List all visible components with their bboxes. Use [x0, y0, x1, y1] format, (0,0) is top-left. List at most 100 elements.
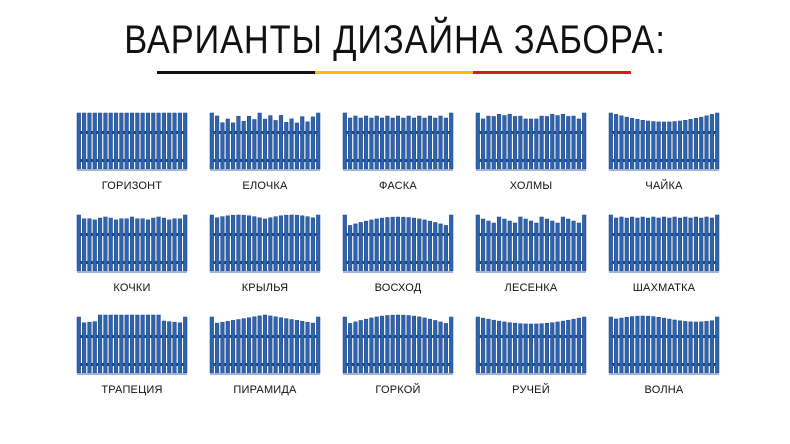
fence-icon	[475, 214, 587, 273]
fence-picket	[528, 220, 534, 272]
fence-picket	[704, 216, 709, 272]
fence-picket	[571, 115, 576, 170]
fence-picket	[518, 216, 523, 272]
fence-picket	[624, 217, 629, 272]
fence-picket	[379, 217, 385, 272]
fence-picket	[640, 315, 645, 374]
fence-picket	[289, 118, 294, 170]
fence-picket	[614, 114, 619, 170]
fence-picket	[433, 117, 438, 170]
fence-picket	[433, 222, 438, 272]
fence-picket	[491, 116, 496, 170]
fence-picket	[236, 115, 241, 170]
fence-picket	[640, 120, 645, 170]
fence-picket	[103, 314, 108, 374]
fence-picket	[576, 317, 581, 374]
fence-picket	[497, 216, 502, 272]
fence-picket	[544, 322, 550, 374]
fence-picket	[220, 216, 225, 272]
fence-picket	[693, 216, 698, 272]
fence-picket	[619, 317, 624, 374]
fence-picket	[236, 214, 241, 272]
fence-picket	[92, 321, 97, 374]
fence-picket	[406, 217, 411, 272]
fence-picket	[512, 222, 518, 272]
fence-picket	[518, 115, 523, 170]
fence-picket	[699, 116, 704, 170]
fence-picket	[246, 215, 252, 272]
fence-design-card: ВОЛНА	[608, 311, 720, 396]
fence-picket	[342, 214, 347, 272]
fence-picket	[262, 314, 268, 374]
fence-picket	[550, 220, 555, 272]
fence-picket	[92, 112, 97, 170]
fence-picket	[278, 317, 284, 374]
fence-picket	[220, 321, 225, 374]
fence-picket	[619, 115, 624, 170]
fence-picket	[342, 112, 347, 170]
fence-picket	[709, 114, 714, 170]
fence-picket	[342, 316, 347, 374]
fence-picket	[438, 321, 443, 374]
fence-picket	[241, 121, 246, 170]
fence-picket	[278, 115, 284, 170]
fence-design-label: ХОЛМЫ	[509, 180, 553, 192]
fence-picket	[374, 316, 379, 374]
fence-picket	[715, 316, 720, 374]
fence-picket	[113, 219, 119, 272]
fence-ground-shadow	[609, 271, 719, 273]
fence-picket	[566, 319, 571, 374]
fence-picket	[246, 317, 252, 374]
fence-picket	[422, 117, 427, 170]
page-title: ВАРИАНТЫ ДИЗАЙНА ЗАБОРА:	[124, 18, 666, 62]
fence-picket	[353, 321, 358, 374]
fence-picket	[709, 217, 714, 272]
fence-picket	[76, 112, 81, 170]
fence-picket	[395, 216, 401, 272]
fence-picket	[231, 320, 236, 374]
fence-design-label: РУЧЕЙ	[512, 384, 550, 396]
fence-picket	[683, 321, 688, 374]
fence-picket	[124, 218, 129, 272]
fence-design-card: ГОРКОЙ	[342, 311, 454, 396]
fence-picket	[635, 315, 640, 374]
fence-picket	[683, 120, 688, 170]
fence-picket	[76, 316, 81, 374]
fence-picket	[438, 115, 443, 170]
fence-picket	[635, 217, 640, 272]
underline-yellow	[315, 71, 473, 74]
fence-picket	[571, 318, 576, 374]
fence-picket	[704, 321, 709, 374]
fence-picket	[475, 112, 480, 170]
fence-picket	[672, 216, 677, 272]
fence-picket	[619, 216, 624, 272]
fence-picket	[289, 319, 294, 374]
fence-picket	[651, 316, 656, 374]
fence-design-card: ХОЛМЫ	[475, 107, 587, 192]
fence-picket	[385, 315, 390, 374]
fence-picket	[252, 216, 257, 272]
fence-picket	[395, 314, 401, 374]
title-underline	[157, 71, 631, 74]
fence-picket	[475, 316, 480, 374]
fence-design-label: ВОСХОД	[374, 282, 422, 294]
fence-picket	[555, 321, 560, 374]
fence-picket	[289, 214, 294, 272]
fence-picket	[608, 214, 613, 272]
fence-icon	[76, 314, 188, 375]
fence-picket	[709, 320, 714, 374]
fence-picket	[284, 122, 289, 170]
fence-picket	[624, 316, 629, 374]
fence-picket	[348, 323, 353, 374]
fence-picket	[401, 216, 406, 272]
fence-picket	[534, 118, 539, 170]
fence-picket	[630, 216, 635, 272]
fence-picket	[608, 316, 613, 374]
fence-picket	[305, 321, 310, 374]
fence-design-card: КРЫЛЬЯ	[209, 209, 321, 294]
fence-picket	[550, 113, 555, 170]
fence-icon	[209, 214, 321, 273]
fence-picket	[502, 321, 507, 374]
fence-picket	[417, 316, 422, 374]
fence-picket	[438, 223, 443, 272]
